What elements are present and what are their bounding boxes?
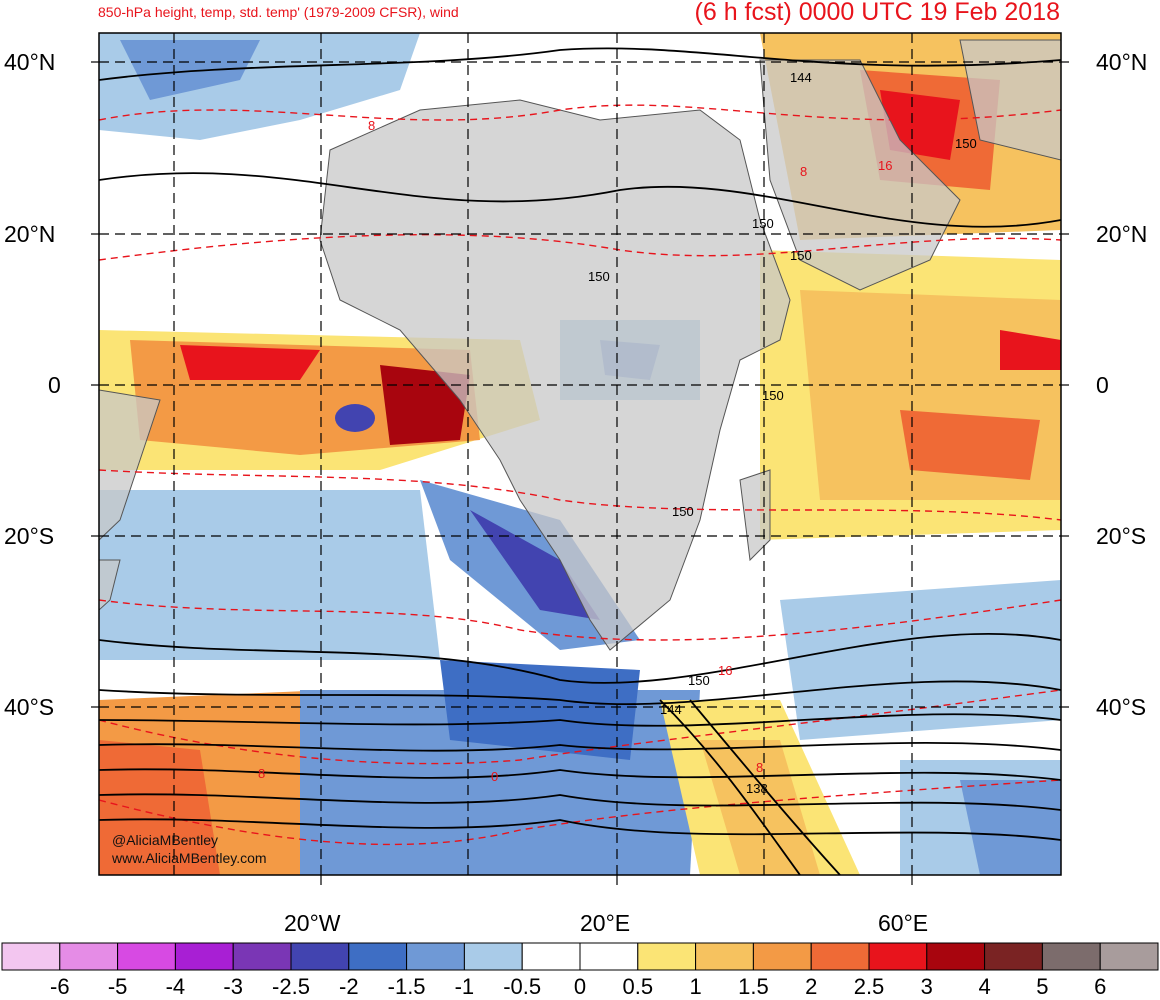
land bbox=[99, 39, 1061, 651]
lat-label-left: 40°S bbox=[4, 694, 55, 720]
lon-label: 20°W bbox=[284, 910, 341, 936]
lat-label-right: 40°S bbox=[1096, 694, 1147, 720]
contour-label: 150 bbox=[762, 388, 784, 403]
contour-label: 150 bbox=[588, 269, 610, 284]
contour-label: 8 bbox=[368, 118, 375, 133]
colorbar-tick-label: -2 bbox=[339, 974, 359, 999]
lat-label-left: 20°N bbox=[4, 221, 56, 247]
height-contours bbox=[99, 47, 1061, 875]
colorbar-tick-label: -3 bbox=[223, 974, 243, 999]
contour-label: 8 bbox=[756, 760, 763, 775]
lat-label-right: 0 bbox=[1096, 372, 1109, 398]
contour-label: 16 bbox=[878, 158, 892, 173]
colorbar-tick-label: 5 bbox=[1036, 974, 1049, 999]
contour-label: 150 bbox=[672, 504, 694, 519]
lat-lon-grid bbox=[99, 33, 1061, 875]
credit-website: www.AliciaMBentley.com bbox=[112, 850, 267, 866]
lat-label-right: 40°N bbox=[1096, 49, 1148, 75]
contour-label: 150 bbox=[688, 673, 710, 688]
contour-label: 8 bbox=[800, 164, 807, 179]
colorbar-tick-label: -6 bbox=[50, 974, 70, 999]
credit-handle: @AliciaMBentley bbox=[112, 832, 219, 848]
colorbar-tick-label: -4 bbox=[165, 974, 186, 999]
map-frame bbox=[98, 32, 1062, 876]
anomaly-shading bbox=[99, 33, 1061, 875]
contour-label: 16 bbox=[718, 663, 732, 678]
colorbar-tick-label: -1 bbox=[454, 974, 475, 999]
lat-label-right: 20°S bbox=[1096, 523, 1147, 549]
lat-label-left: 40°N bbox=[4, 49, 56, 75]
contour-label: 8 bbox=[258, 766, 265, 781]
lon-label: 20°E bbox=[580, 910, 631, 936]
colorbar-tick-label: 0.5 bbox=[622, 974, 654, 999]
colorbar-tick-label: -5 bbox=[107, 974, 128, 999]
colorbar-tick-label: 2 bbox=[805, 974, 818, 999]
contour-label: 138 bbox=[746, 781, 768, 796]
lon-label: 60°E bbox=[878, 910, 929, 936]
colorbar-tick-label: 0 bbox=[573, 974, 587, 999]
map-title: 850-hPa height, temp, std. temp' (1979-2… bbox=[98, 4, 459, 20]
colorbar-tick-label: -1.5 bbox=[387, 974, 426, 999]
contour-label: 0 bbox=[491, 769, 498, 784]
colorbar-tick-label: -0.5 bbox=[503, 974, 542, 999]
lat-label-right: 20°N bbox=[1096, 221, 1148, 247]
colorbar-tick-label: 6 bbox=[1094, 974, 1107, 999]
contour-label: 144 bbox=[790, 70, 812, 85]
axis-ticks bbox=[91, 61, 1069, 885]
colorbar-tick-label: 1.5 bbox=[738, 974, 769, 999]
contour-label: 150 bbox=[752, 216, 774, 231]
contour-label: 150 bbox=[955, 136, 977, 151]
colorbar-tick-label: 4 bbox=[978, 974, 991, 999]
colorbar-tick-label: -2.5 bbox=[272, 974, 310, 999]
colorbar-tick-label: 1 bbox=[689, 974, 702, 999]
colorbar-tick-label: 3 bbox=[920, 974, 933, 999]
lat-label-left: 0 bbox=[48, 372, 61, 398]
contour-label: 144 bbox=[660, 702, 682, 717]
forecast-time: (6 h fcst) 0000 UTC 19 Feb 2018 bbox=[694, 0, 1060, 26]
contour-label: 150 bbox=[790, 248, 812, 263]
colorbar-tick-label: 2.5 bbox=[853, 974, 885, 999]
lat-label-left: 20°S bbox=[4, 523, 55, 549]
